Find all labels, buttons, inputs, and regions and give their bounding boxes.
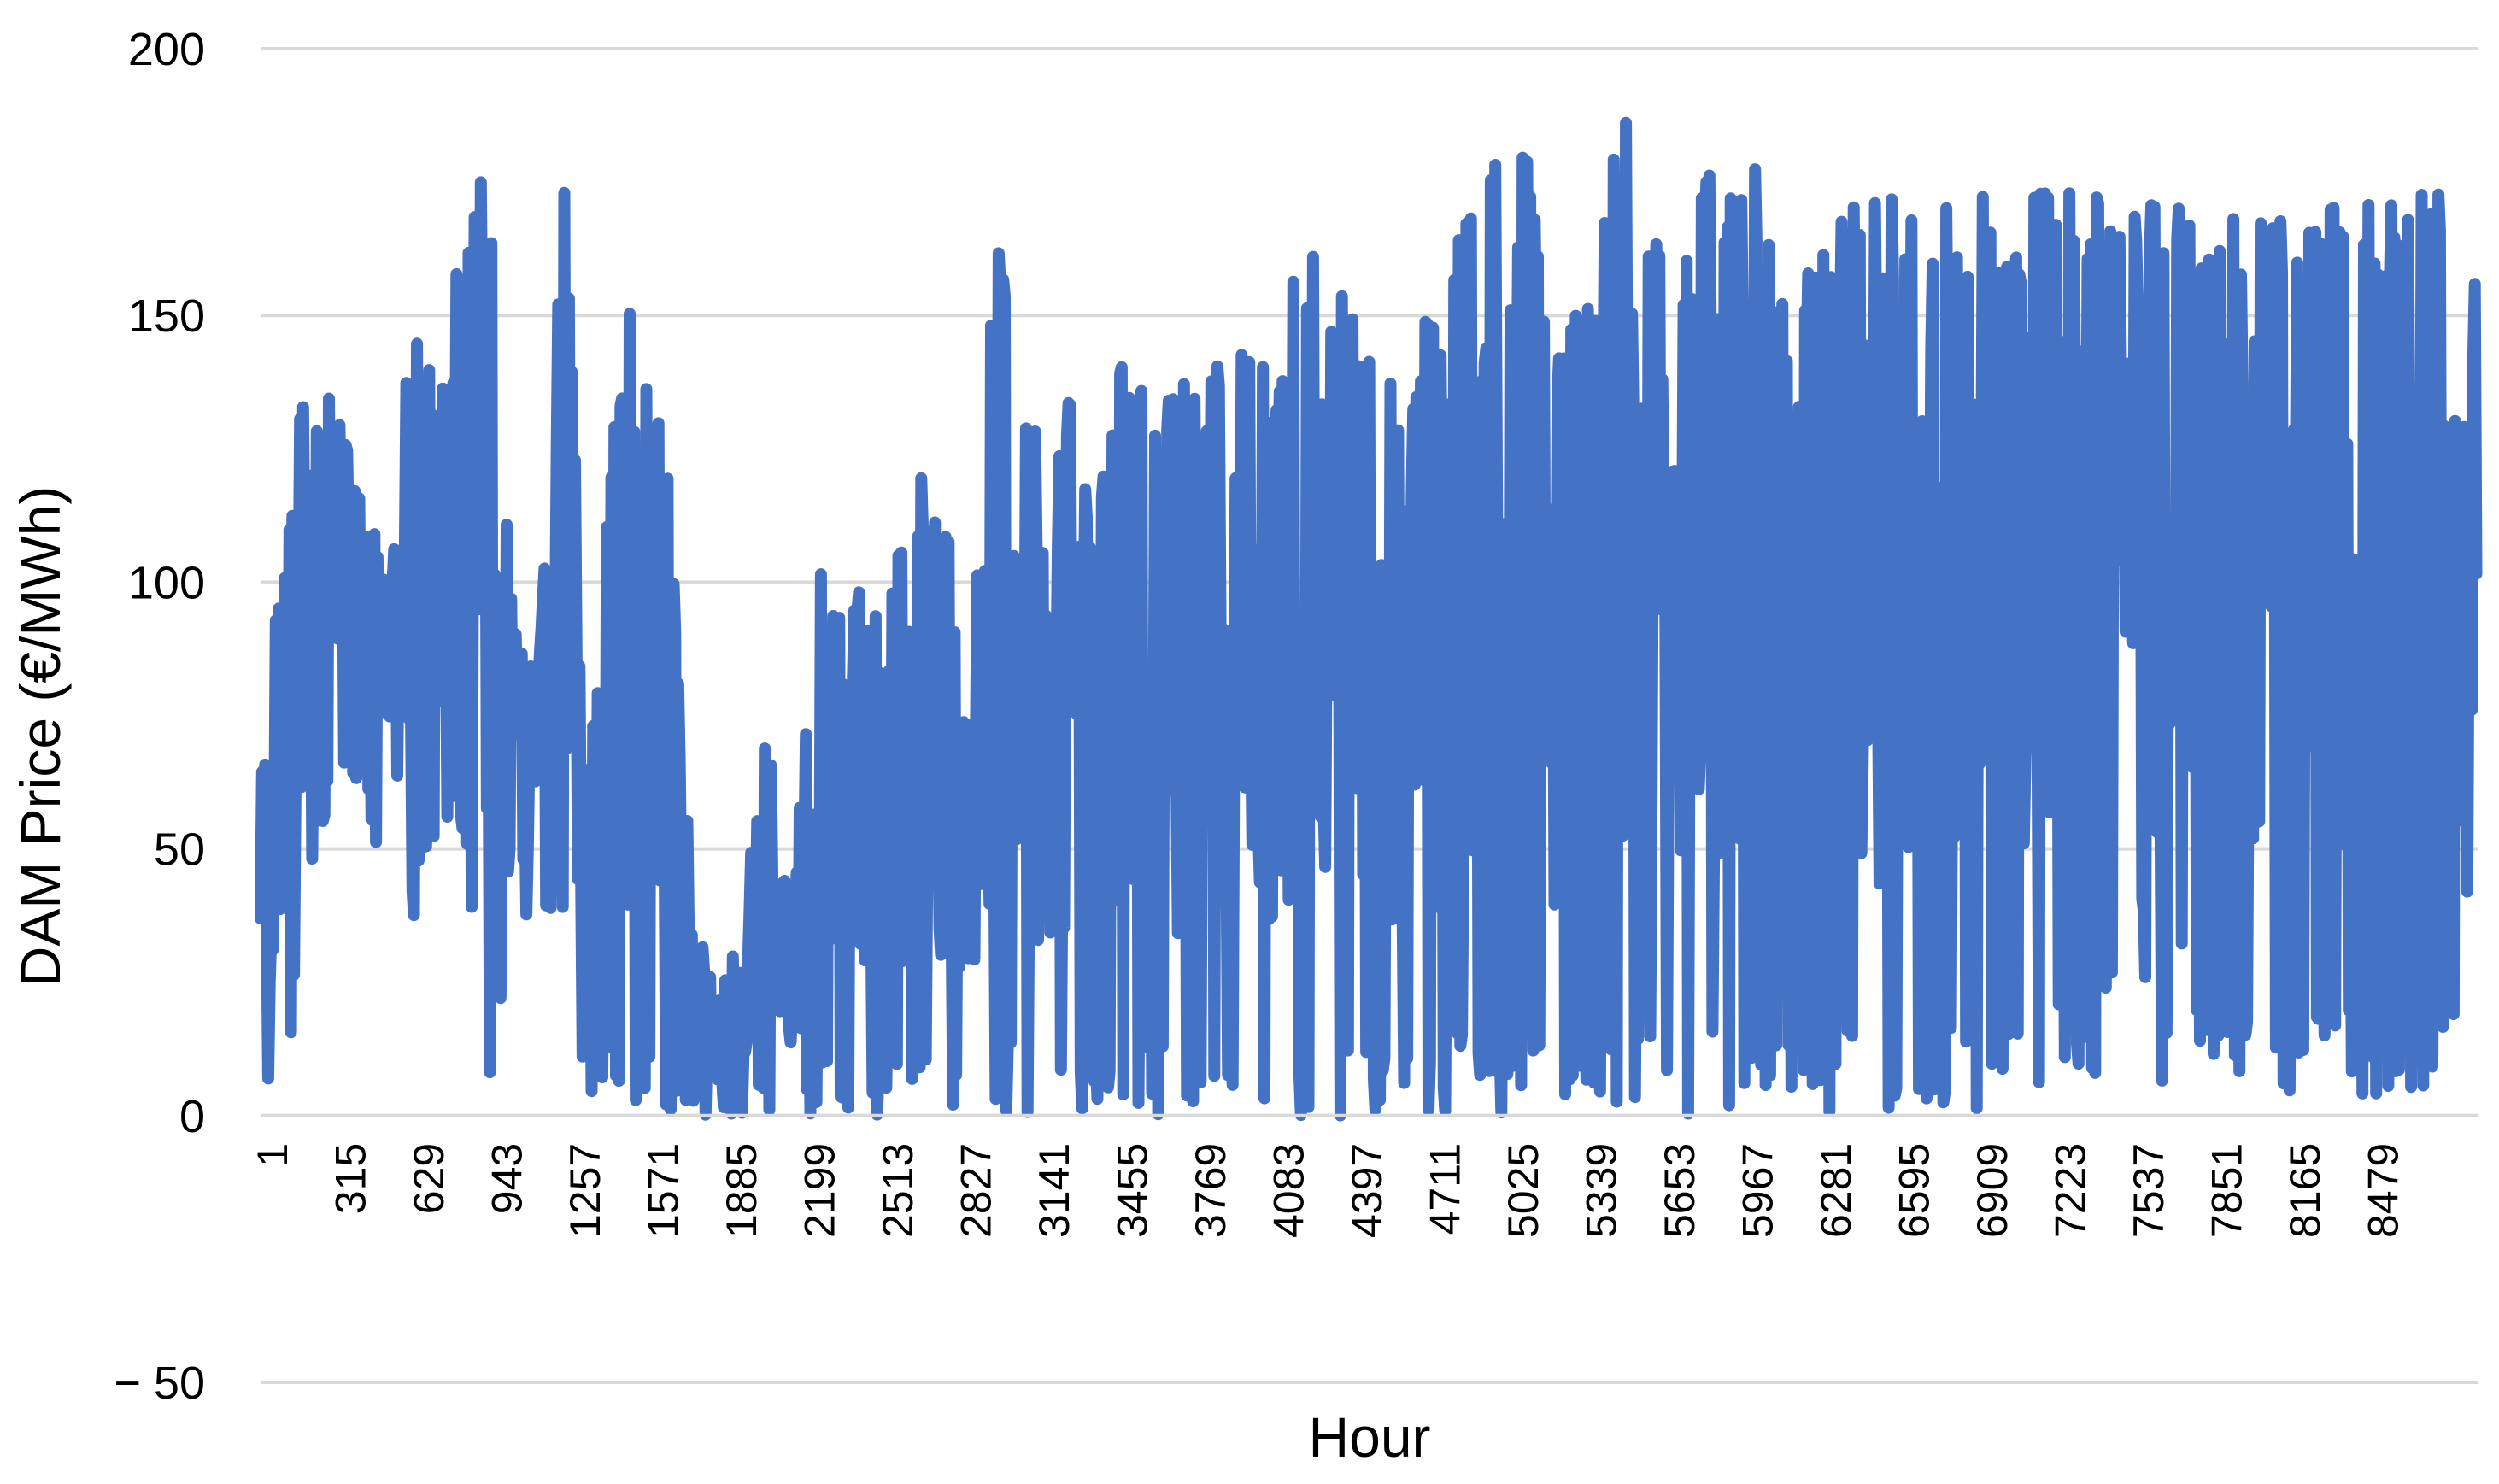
x-tick-label: 6595 [1891,1143,1939,1238]
y-tick-label: 200 [128,24,205,75]
y-tick-label: 0 [179,1091,205,1142]
x-tick-label: 3141 [1030,1143,1078,1238]
x-tick-label: 7223 [2047,1143,2095,1238]
x-tick-label: 8479 [2360,1143,2408,1238]
x-tick-label: 5967 [1734,1143,1782,1238]
x-tick-label: 943 [484,1143,531,1214]
y-tick-label: 150 [128,290,205,342]
x-tick-label: 6281 [1812,1143,1860,1238]
x-tick-label: 1885 [718,1143,766,1238]
x-tick-label: 2827 [953,1143,1000,1238]
y-tick-label: 100 [128,557,205,608]
x-tick-label: 1257 [561,1143,609,1238]
y-tick-label: 50 [154,824,205,876]
x-tick-label: 5025 [1499,1143,1547,1238]
price-series-line [255,116,2483,1122]
y-tick-label: − 50 [114,1358,205,1409]
x-tick-label: 4083 [1265,1143,1313,1238]
y-axis-title: DAM Price (€/MWh) [9,486,72,988]
x-tick-label: 7537 [2125,1143,2173,1238]
x-axis-tick-labels: 1 315 629 943 1257 1571 1885 2199 2513 2827 3141 34… [249,1143,2408,1238]
x-tick-label: 4397 [1343,1143,1391,1238]
x-tick-label: 3455 [1109,1143,1157,1238]
series-layer [255,116,2483,1122]
x-tick-label: 5653 [1656,1143,1704,1238]
x-tick-label: 8165 [2281,1143,2329,1238]
x-tick-label: 315 [327,1143,375,1214]
x-tick-label: 7851 [2203,1143,2251,1238]
y-axis-tick-labels: 200 150 100 50 0 − 50 [114,24,205,1409]
x-axis-title: Hour [1308,1405,1430,1469]
x-tick-label: 5339 [1578,1143,1626,1238]
x-tick-label: 629 [405,1143,453,1214]
x-tick-label: 3769 [1187,1143,1235,1238]
x-tick-label: 2513 [874,1143,922,1238]
x-tick-label: 2199 [796,1143,844,1238]
x-tick-label: 6909 [1968,1143,2016,1238]
x-tick-label: 1 [249,1143,296,1167]
x-tick-label: 4711 [1422,1143,1469,1235]
x-tick-label: 1571 [640,1143,688,1238]
